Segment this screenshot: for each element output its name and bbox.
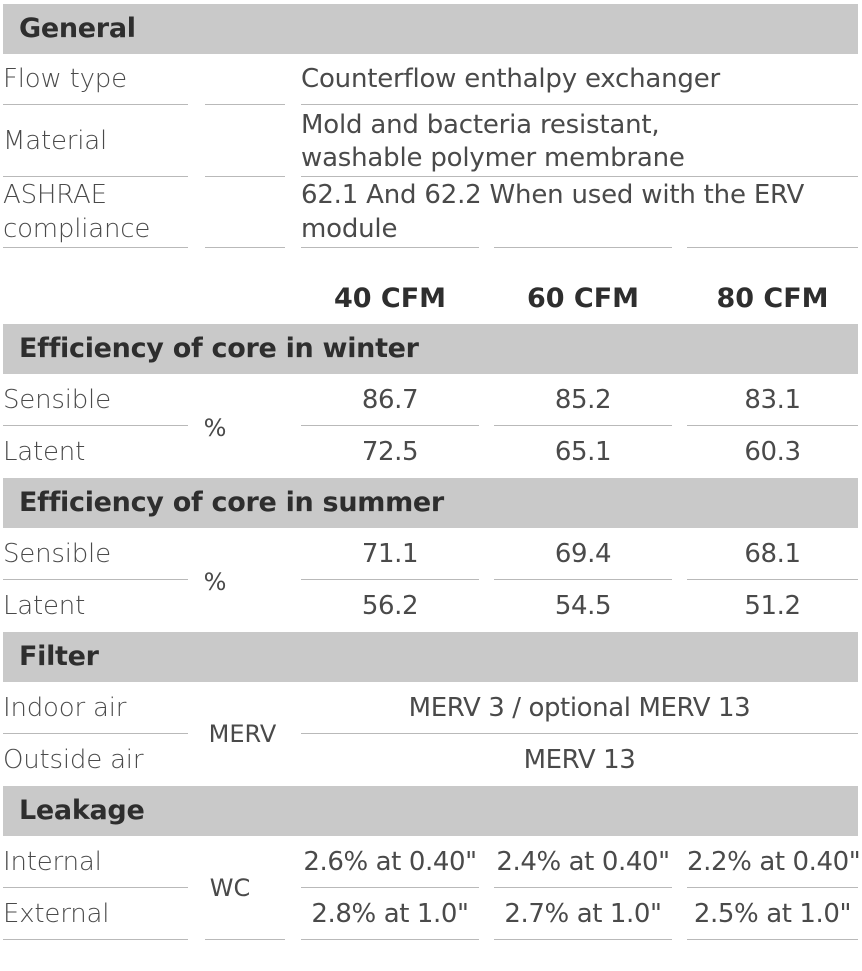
value-summer-latent-80: 51.2 (744, 591, 801, 621)
row-divider (205, 247, 285, 248)
section-title: Filter (19, 641, 99, 672)
row-label-summer-sensible: Sensible (3, 539, 111, 569)
row-divider (301, 733, 858, 734)
row-divider (3, 579, 188, 580)
section-header-filter: Filter (3, 632, 858, 682)
value-winter-sensible-60: 85.2 (554, 385, 612, 415)
row-divider (301, 247, 479, 248)
row-value-ashrae-line1: 62.1 And 62.2 When used with the ERV (301, 180, 805, 210)
row-divider (494, 887, 672, 888)
row-divider (301, 939, 479, 940)
row-divider (687, 579, 858, 580)
row-label-external: External (3, 899, 110, 929)
row-divider (301, 104, 858, 105)
row-divider (301, 579, 479, 580)
value-winter-latent-40: 72.5 (361, 437, 419, 467)
row-divider (494, 247, 672, 248)
column-header-40cfm: 40 CFM (333, 283, 447, 314)
section-title: Leakage (19, 795, 145, 826)
value-internal-80: 2.2% at 0.40" (687, 847, 861, 877)
row-divider (494, 939, 672, 940)
value-winter-latent-80: 60.3 (744, 437, 801, 467)
unit-summer: % (203, 568, 227, 596)
column-header-60cfm: 60 CFM (526, 283, 640, 314)
row-label-flow-type: Flow type (3, 64, 127, 94)
value-summer-sensible-80: 68.1 (744, 539, 801, 569)
section-title: Efficiency of core in winter (19, 333, 419, 364)
row-divider (3, 425, 188, 426)
row-divider (3, 733, 188, 734)
row-value-flow-type: Counterflow enthalpy exchanger (301, 64, 721, 94)
row-divider (205, 104, 285, 105)
row-divider (687, 939, 858, 940)
value-internal-40: 2.6% at 0.40" (303, 847, 477, 877)
section-header-winter: Efficiency of core in winter (3, 324, 858, 374)
row-label-material: Material (3, 126, 108, 156)
unit-filter: MERV (208, 720, 277, 748)
row-divider (301, 425, 479, 426)
value-indoor-air: MERV 3 / optional MERV 13 (408, 693, 751, 723)
value-summer-sensible-60: 69.4 (554, 539, 612, 569)
row-value-material-line1: Mold and bacteria resistant, (301, 110, 660, 140)
row-divider (3, 939, 188, 940)
section-title: Efficiency of core in summer (19, 487, 444, 518)
value-winter-latent-60: 65.1 (554, 437, 612, 467)
row-divider (205, 176, 285, 177)
value-summer-sensible-40: 71.1 (361, 539, 419, 569)
row-label-indoor-air: Indoor air (3, 693, 127, 723)
row-divider (687, 247, 858, 248)
section-title: General (19, 13, 136, 44)
row-divider (301, 887, 479, 888)
row-divider (3, 247, 188, 248)
unit-leakage: WC (209, 874, 251, 902)
row-value-material-line2: washable polymer membrane (301, 143, 685, 173)
value-outside-air: MERV 13 (523, 745, 636, 775)
value-summer-latent-60: 54.5 (554, 591, 612, 621)
value-summer-latent-40: 56.2 (361, 591, 419, 621)
row-divider (687, 887, 858, 888)
row-divider (3, 887, 188, 888)
row-divider (301, 176, 858, 177)
row-label-winter-sensible: Sensible (3, 385, 111, 415)
section-header-summer: Efficiency of core in summer (3, 478, 858, 528)
section-header-leakage: Leakage (3, 786, 858, 836)
value-external-40: 2.8% at 1.0" (311, 899, 469, 929)
row-label-ashrae-line2: compliance (3, 214, 151, 244)
row-label-winter-latent: Latent (3, 437, 86, 467)
column-header-80cfm: 80 CFM (716, 283, 829, 314)
row-divider (3, 104, 188, 105)
row-divider (494, 579, 672, 580)
row-divider (494, 425, 672, 426)
value-winter-sensible-80: 83.1 (744, 385, 801, 415)
row-label-summer-latent: Latent (3, 591, 86, 621)
value-internal-60: 2.4% at 0.40" (496, 847, 670, 877)
section-header-general: General (3, 4, 858, 54)
value-external-80: 2.5% at 1.0" (693, 899, 852, 929)
row-label-internal: Internal (3, 847, 102, 877)
value-winter-sensible-40: 86.7 (361, 385, 419, 415)
row-divider (205, 939, 285, 940)
row-divider (687, 425, 858, 426)
row-divider (3, 176, 188, 177)
row-label-outside-air: Outside air (3, 745, 144, 775)
value-external-60: 2.7% at 1.0" (504, 899, 662, 929)
row-label-ashrae-line1: ASHRAE (3, 180, 107, 210)
unit-winter: % (203, 414, 227, 442)
row-value-ashrae-line2: module (301, 214, 398, 244)
